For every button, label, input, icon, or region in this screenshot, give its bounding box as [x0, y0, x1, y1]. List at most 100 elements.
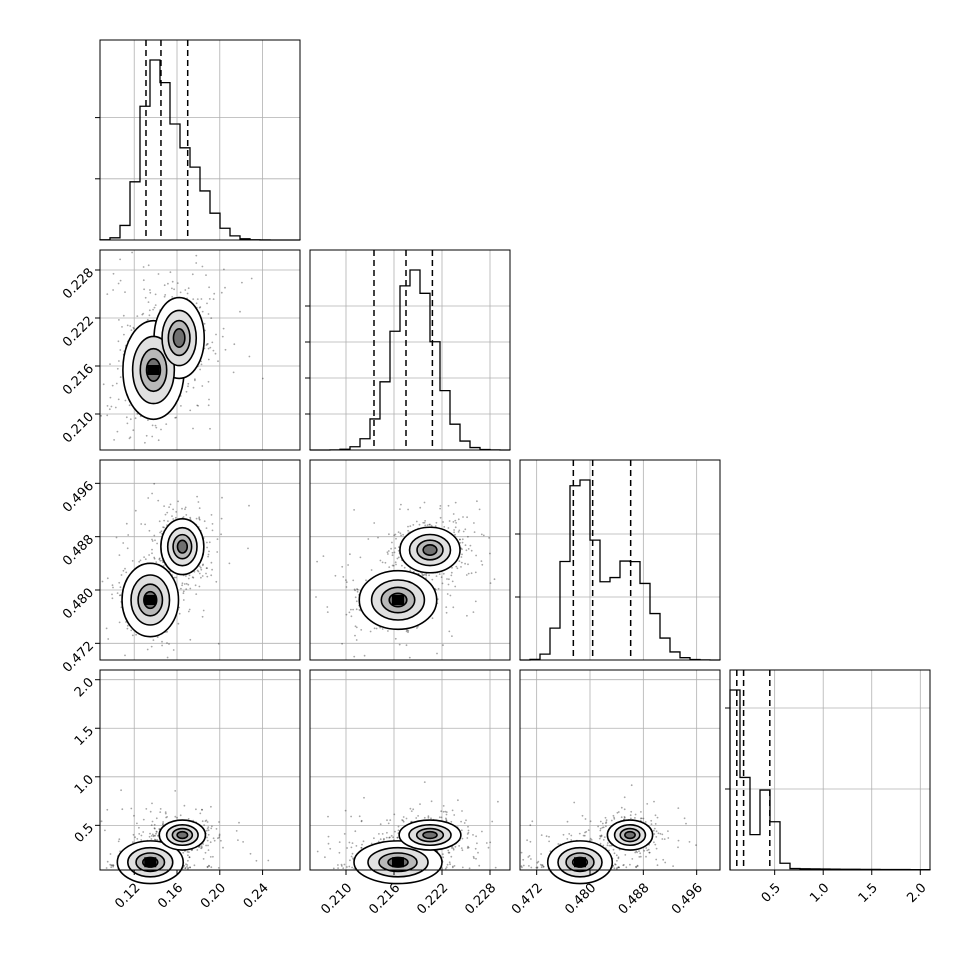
sample-point: [142, 266, 145, 268]
sample-point: [166, 656, 169, 659]
sample-point: [399, 508, 401, 510]
sample-point: [206, 567, 208, 569]
sample-point: [463, 822, 466, 824]
sample-point: [159, 808, 162, 810]
sample-point: [350, 615, 353, 618]
sample-point: [409, 807, 412, 810]
sample-point: [361, 843, 363, 846]
sample-point: [440, 810, 443, 813]
sample-point: [156, 636, 159, 638]
sample-point: [345, 579, 347, 581]
sample-point: [173, 576, 176, 579]
sample-point: [395, 537, 397, 540]
sample-point: [358, 609, 361, 611]
sample-point: [198, 306, 201, 309]
sample-point: [562, 833, 565, 836]
sample-point: [136, 838, 139, 840]
sample-point: [456, 567, 459, 570]
sample-point: [425, 574, 428, 577]
sample-point: [467, 563, 469, 566]
sample-point: [222, 327, 225, 330]
sample-point: [412, 524, 415, 526]
sample-point: [166, 630, 169, 633]
sample-point: [106, 293, 109, 295]
sample-point: [356, 588, 359, 591]
sample-point: [439, 505, 442, 507]
sample-point: [394, 533, 397, 536]
sample-point: [176, 282, 179, 284]
sample-point: [431, 617, 434, 620]
sample-point: [157, 439, 160, 442]
sample-point: [466, 614, 468, 617]
sample-point: [197, 570, 200, 573]
sample-point: [207, 404, 210, 407]
sample-point: [185, 575, 187, 577]
sample-point: [464, 528, 467, 531]
sample-point: [207, 826, 210, 828]
sample-point: [435, 575, 438, 577]
sample-point: [445, 611, 448, 614]
sample-point: [224, 286, 226, 289]
sample-point: [407, 631, 409, 634]
sample-point: [159, 811, 162, 813]
sample-point: [210, 317, 213, 319]
sample-point: [341, 642, 343, 645]
sample-point: [415, 520, 418, 523]
sample-point: [118, 594, 121, 597]
sample-point: [442, 853, 444, 855]
sample-point: [202, 609, 205, 612]
sample-point: [448, 861, 451, 864]
sample-point: [128, 437, 131, 440]
sample-point: [248, 504, 250, 507]
sample-point: [423, 501, 426, 504]
sample-point: [160, 530, 163, 533]
sample-point: [108, 408, 111, 411]
sample-point: [217, 642, 220, 645]
sample-point: [405, 644, 408, 647]
sample-point: [198, 585, 201, 588]
sample-point: [481, 563, 484, 566]
sample-point: [235, 830, 238, 832]
sample-point: [147, 264, 150, 267]
sample-point: [206, 839, 209, 842]
sample-point: [464, 544, 467, 547]
sample-point: [363, 654, 366, 657]
sample-point: [151, 552, 153, 555]
sample-point: [212, 349, 215, 352]
sample-point: [389, 819, 392, 821]
sample-point: [210, 574, 213, 577]
sample-point: [537, 860, 540, 863]
sample-point: [455, 565, 458, 568]
sample-point: [465, 819, 467, 822]
sample-point: [386, 831, 388, 834]
sample-point: [173, 288, 176, 291]
sample-point: [187, 382, 190, 385]
sample-point: [461, 849, 464, 852]
sample-point: [415, 817, 418, 819]
sample-point: [168, 506, 171, 508]
sample-point: [106, 577, 109, 580]
sample-point: [442, 572, 445, 575]
sample-point: [454, 845, 457, 848]
sample-point: [155, 817, 158, 820]
sample-point: [149, 832, 151, 835]
sample-point: [348, 841, 351, 844]
sample-point: [355, 608, 358, 611]
sample-point: [146, 648, 149, 651]
sample-point: [139, 559, 142, 562]
sample-point: [186, 865, 188, 868]
sample-point: [141, 313, 144, 316]
sample-point: [206, 865, 209, 868]
sample-point: [343, 833, 346, 835]
sample-point: [629, 863, 631, 866]
sample-point: [267, 859, 270, 862]
sample-point: [473, 522, 475, 524]
sample-point: [150, 824, 153, 826]
sample-point: [154, 424, 157, 427]
sample-point: [354, 589, 356, 592]
sample-point: [392, 836, 394, 839]
sample-point: [442, 521, 444, 523]
pair-panel-2-1: [309, 459, 511, 661]
sample-point: [497, 800, 499, 803]
sample-point: [381, 628, 384, 630]
